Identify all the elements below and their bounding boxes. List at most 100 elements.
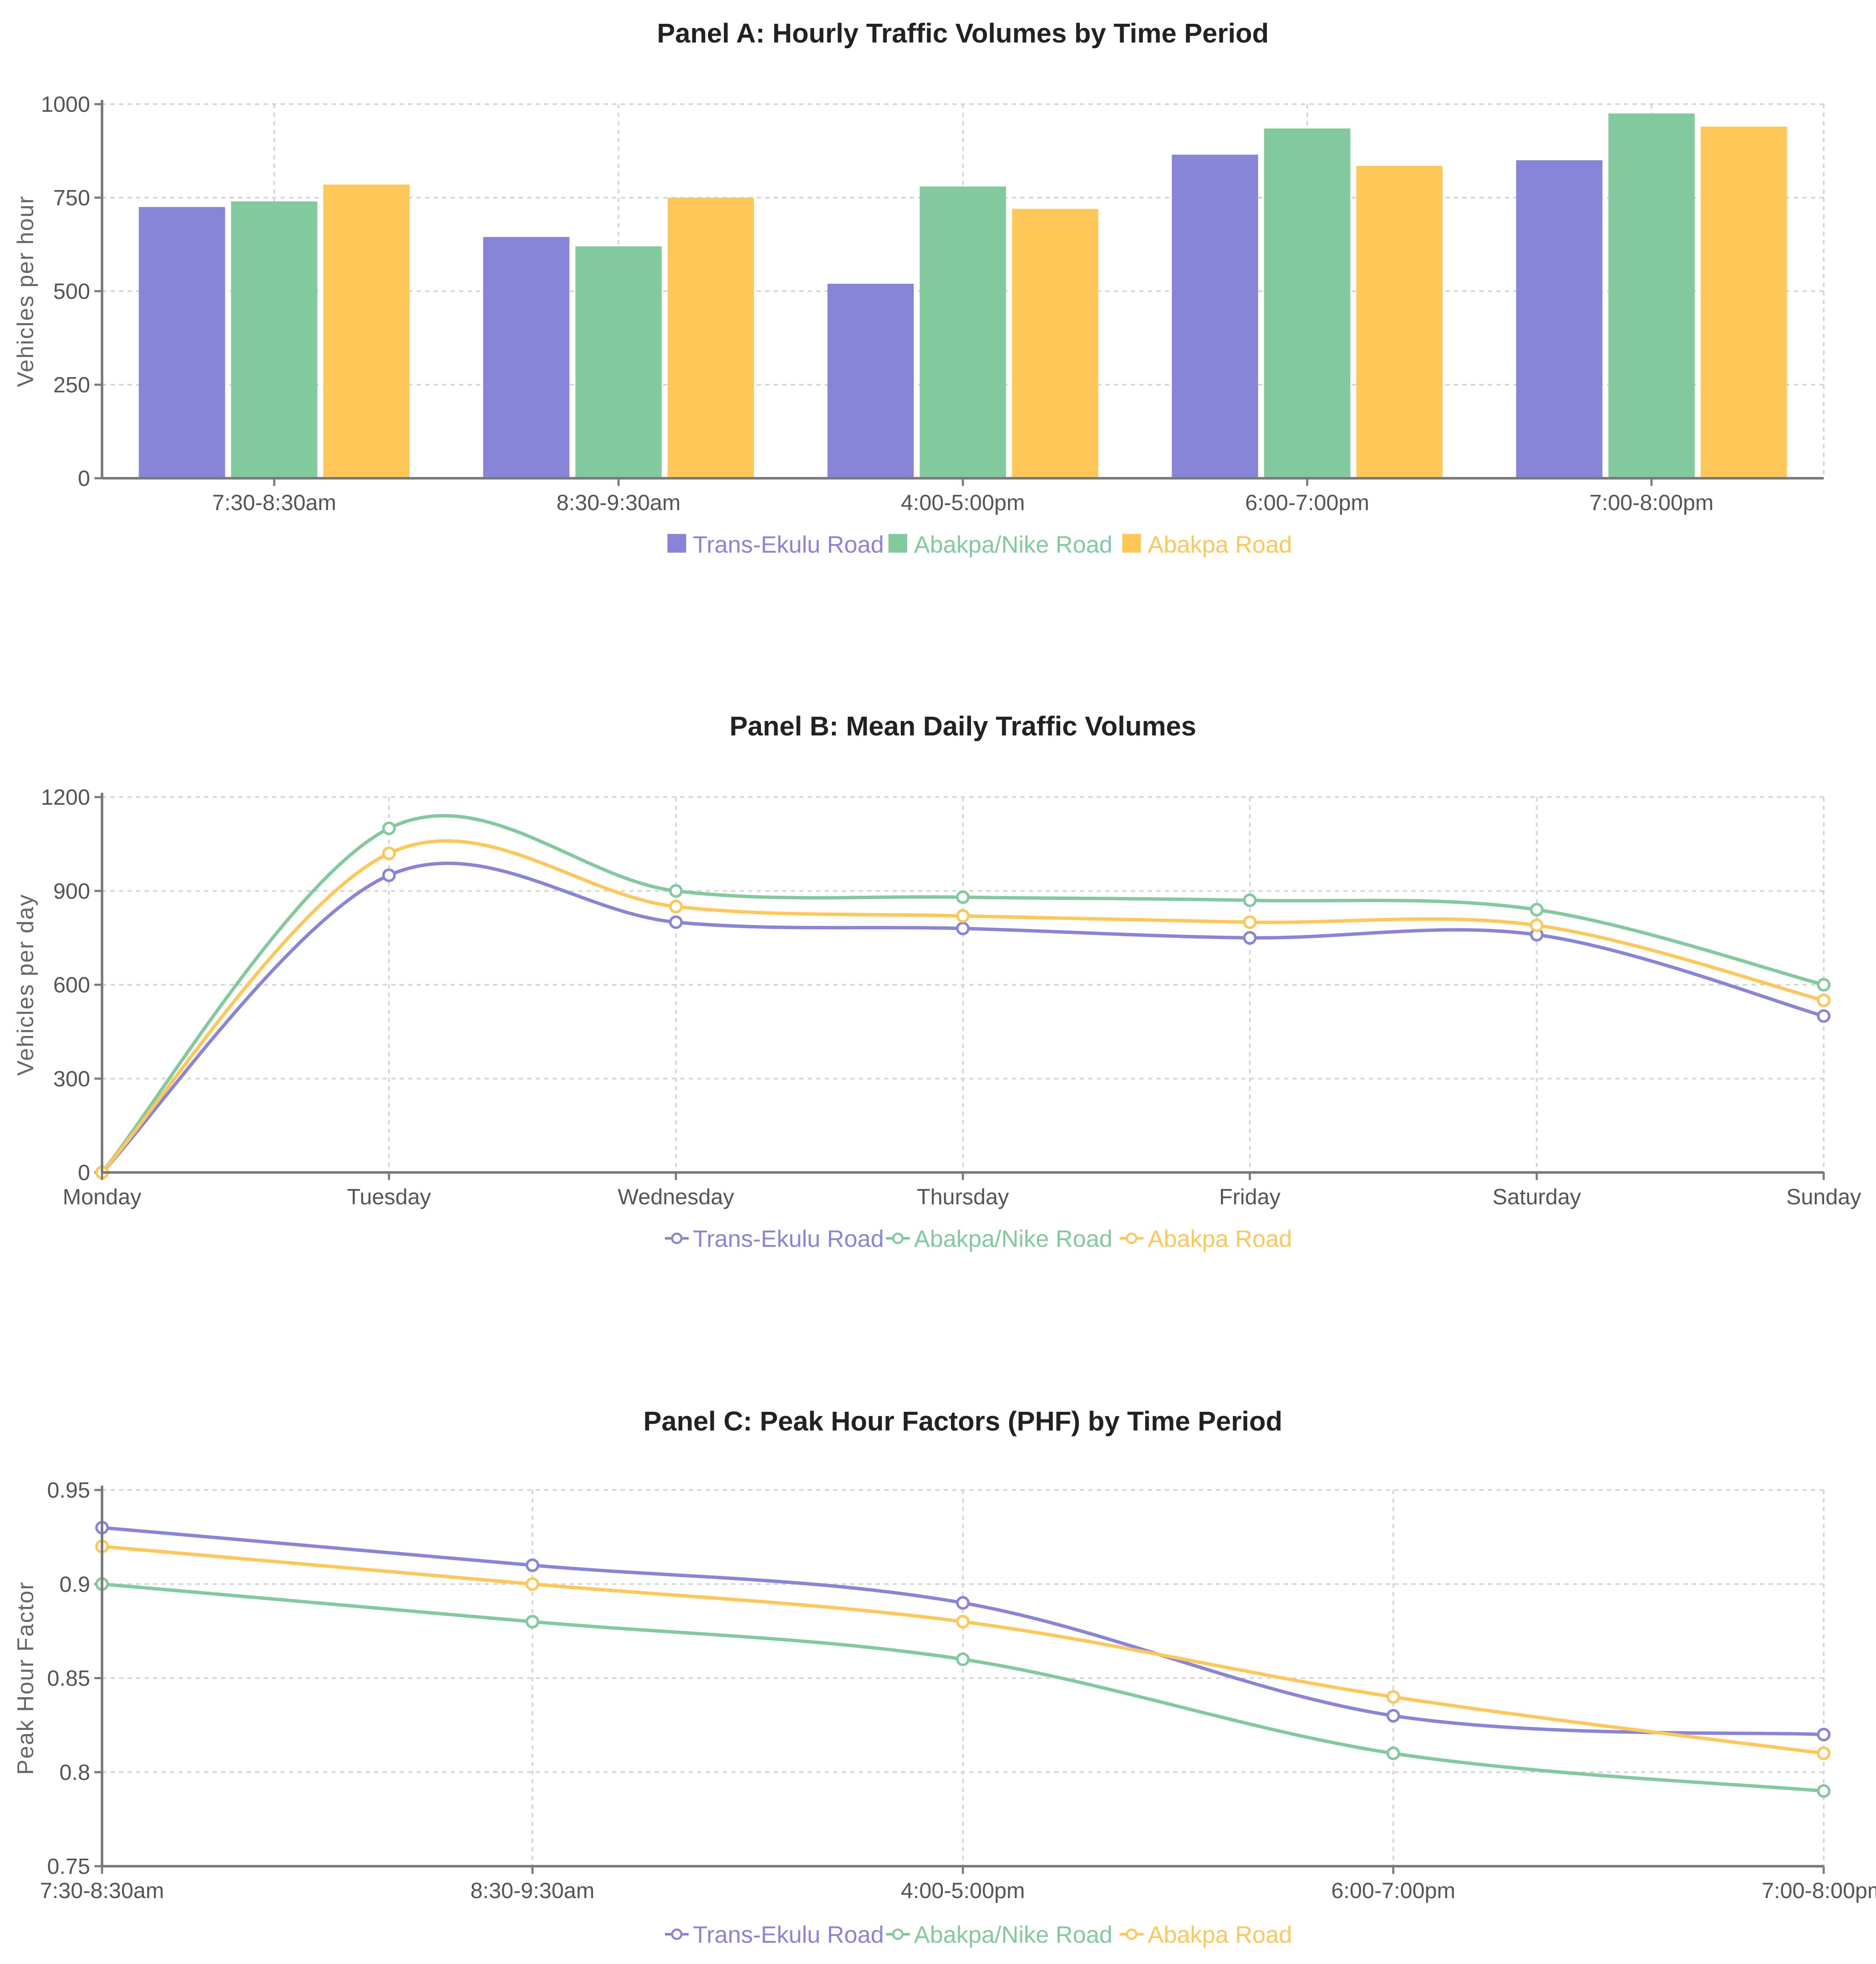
data-point-abakpa-road-2 — [956, 1615, 970, 1629]
x-tick-label: 4:00-5:00pm — [901, 1879, 1025, 1903]
y-tick-label: 900 — [53, 879, 90, 904]
data-point-abakpa-nike-road-3 — [1386, 1746, 1400, 1760]
data-point-abakpa-nike-road-6 — [1817, 978, 1831, 992]
bar-abakpa-road-4 — [1700, 126, 1787, 478]
x-tick-label: Monday — [63, 1185, 142, 1209]
data-point-abakpa-road-1 — [525, 1577, 539, 1591]
legend-item[interactable]: Abakpa Road — [1122, 531, 1292, 558]
x-tick-label: 7:30-8:30am — [212, 491, 336, 515]
y-tick-label: 1200 — [41, 785, 90, 810]
data-point-abakpa-nike-road-2 — [669, 884, 683, 898]
legend-label: Trans-Ekulu Road — [693, 1225, 884, 1252]
legend-item[interactable]: Abakpa/Nike Road — [886, 1921, 1113, 1948]
bar-trans-ekulu-road-0 — [139, 207, 225, 478]
y-tick-label: 0.75 — [47, 1854, 90, 1879]
legend-item[interactable]: Abakpa/Nike Road — [886, 1225, 1113, 1252]
data-point-abakpa-road-6 — [1817, 993, 1831, 1008]
bar-abakpa-road-0 — [323, 184, 410, 478]
legend-label: Abakpa Road — [1148, 1225, 1292, 1252]
data-point-trans-ekulu-road-4 — [1817, 1728, 1831, 1742]
legend-item[interactable]: Abakpa Road — [1120, 1921, 1292, 1948]
legend-swatch — [888, 534, 907, 553]
chart-title: Panel B: Mean Daily Traffic Volumes — [729, 711, 1196, 741]
data-point-abakpa-nike-road-4 — [1243, 893, 1257, 907]
legend-label: Abakpa Road — [1148, 531, 1292, 558]
bar-abakpa-nike-road-0 — [231, 201, 318, 478]
legend-item[interactable]: Trans-Ekulu Road — [665, 1225, 884, 1252]
y-tick-label: 0.8 — [60, 1760, 90, 1785]
panel-c: Panel C: Peak Hour Factors (PHF) by Time… — [13, 1406, 1876, 1948]
data-point-trans-ekulu-road-1 — [382, 868, 396, 882]
bar-abakpa-nike-road-1 — [575, 246, 662, 478]
y-tick-label: 0 — [78, 1161, 90, 1185]
data-point-abakpa-nike-road-5 — [1530, 903, 1544, 917]
x-tick-label: 4:00-5:00pm — [901, 491, 1025, 515]
y-tick-label: 0.85 — [47, 1666, 90, 1691]
legend-marker — [1126, 1232, 1138, 1244]
data-point-abakpa-road-1 — [382, 846, 396, 860]
legend-item[interactable]: Trans-Ekulu Road — [667, 531, 884, 558]
bar-abakpa-nike-road-2 — [920, 186, 1006, 479]
y-axis-label: Vehicles per hour — [13, 195, 38, 387]
chart-title: Panel A: Hourly Traffic Volumes by Time … — [657, 18, 1269, 48]
legend: Trans-Ekulu Road Abakpa/Nike Road Abakpa R… — [667, 531, 1292, 558]
data-point-abakpa-nike-road-1 — [525, 1615, 539, 1629]
legend-marker — [892, 1232, 904, 1244]
data-point-trans-ekulu-road-1 — [525, 1558, 539, 1572]
x-tick-label: 6:00-7:00pm — [1331, 1879, 1456, 1903]
bar-trans-ekulu-road-4 — [1516, 160, 1603, 478]
legend-label: Abakpa/Nike Road — [914, 1921, 1113, 1948]
x-tick-label: Tuesday — [347, 1185, 431, 1209]
panel-a: Panel A: Hourly Traffic Volumes by Time … — [13, 18, 1825, 558]
data-point-abakpa-road-2 — [669, 900, 683, 914]
x-tick-label: Thursday — [917, 1185, 1009, 1209]
data-point-abakpa-road-4 — [1817, 1746, 1831, 1760]
data-point-abakpa-nike-road-4 — [1817, 1784, 1831, 1798]
y-axis-label: Vehicles per day — [13, 894, 38, 1076]
y-tick-label: 300 — [53, 1067, 90, 1091]
legend-swatch — [667, 534, 686, 553]
legend-marker — [1126, 1928, 1138, 1940]
data-point-trans-ekulu-road-6 — [1817, 1009, 1831, 1023]
chart-title: Panel C: Peak Hour Factors (PHF) by Time… — [643, 1406, 1282, 1436]
bar-trans-ekulu-road-1 — [483, 237, 570, 478]
data-point-abakpa-road-4 — [1243, 915, 1257, 929]
x-tick-label: Wednesday — [618, 1185, 734, 1209]
data-point-abakpa-nike-road-3 — [956, 890, 970, 904]
bar-trans-ekulu-road-3 — [1172, 154, 1258, 478]
y-tick-label: 600 — [53, 973, 90, 998]
data-point-abakpa-road-3 — [1386, 1690, 1400, 1704]
data-point-trans-ekulu-road-3 — [1386, 1709, 1400, 1723]
bar-abakpa-nike-road-3 — [1264, 128, 1351, 478]
y-tick-label: 1000 — [41, 92, 90, 117]
data-point-abakpa-road-5 — [1530, 918, 1544, 932]
bar-abakpa-road-2 — [1012, 209, 1098, 478]
y-tick-label: 0.9 — [60, 1572, 90, 1597]
legend-item[interactable]: Trans-Ekulu Road — [665, 1921, 884, 1948]
legend-label: Abakpa Road — [1148, 1921, 1292, 1948]
legend: Trans-Ekulu Road Abakpa/Nike Road Abakpa R… — [665, 1225, 1292, 1252]
y-tick-label: 0.95 — [47, 1478, 90, 1503]
legend-label: Abakpa/Nike Road — [914, 1225, 1113, 1252]
x-tick-label: 7:00-8:00pm — [1762, 1879, 1876, 1903]
y-tick-label: 750 — [53, 186, 90, 210]
legend: Trans-Ekulu Road Abakpa/Nike Road Abakpa R… — [665, 1921, 1292, 1948]
legend-marker — [892, 1928, 904, 1940]
data-point-trans-ekulu-road-2 — [669, 915, 683, 929]
legend-label: Trans-Ekulu Road — [693, 1921, 884, 1948]
data-point-trans-ekulu-road-4 — [1243, 931, 1257, 945]
legend-marker — [671, 1928, 683, 1940]
x-tick-label: 7:00-8:00pm — [1589, 491, 1714, 515]
y-tick-label: 500 — [53, 279, 90, 304]
legend-item[interactable]: Abakpa/Nike Road — [888, 531, 1113, 558]
y-axis-label: Peak Hour Factor — [13, 1581, 38, 1775]
bar-abakpa-road-3 — [1356, 166, 1443, 478]
legend-item[interactable]: Abakpa Road — [1120, 1225, 1292, 1252]
legend-label: Trans-Ekulu Road — [693, 531, 884, 558]
legend-label: Abakpa/Nike Road — [914, 531, 1113, 558]
data-point-abakpa-road-3 — [956, 909, 970, 923]
data-point-trans-ekulu-road-3 — [956, 922, 970, 936]
x-tick-label: 8:30-9:30am — [556, 491, 681, 515]
